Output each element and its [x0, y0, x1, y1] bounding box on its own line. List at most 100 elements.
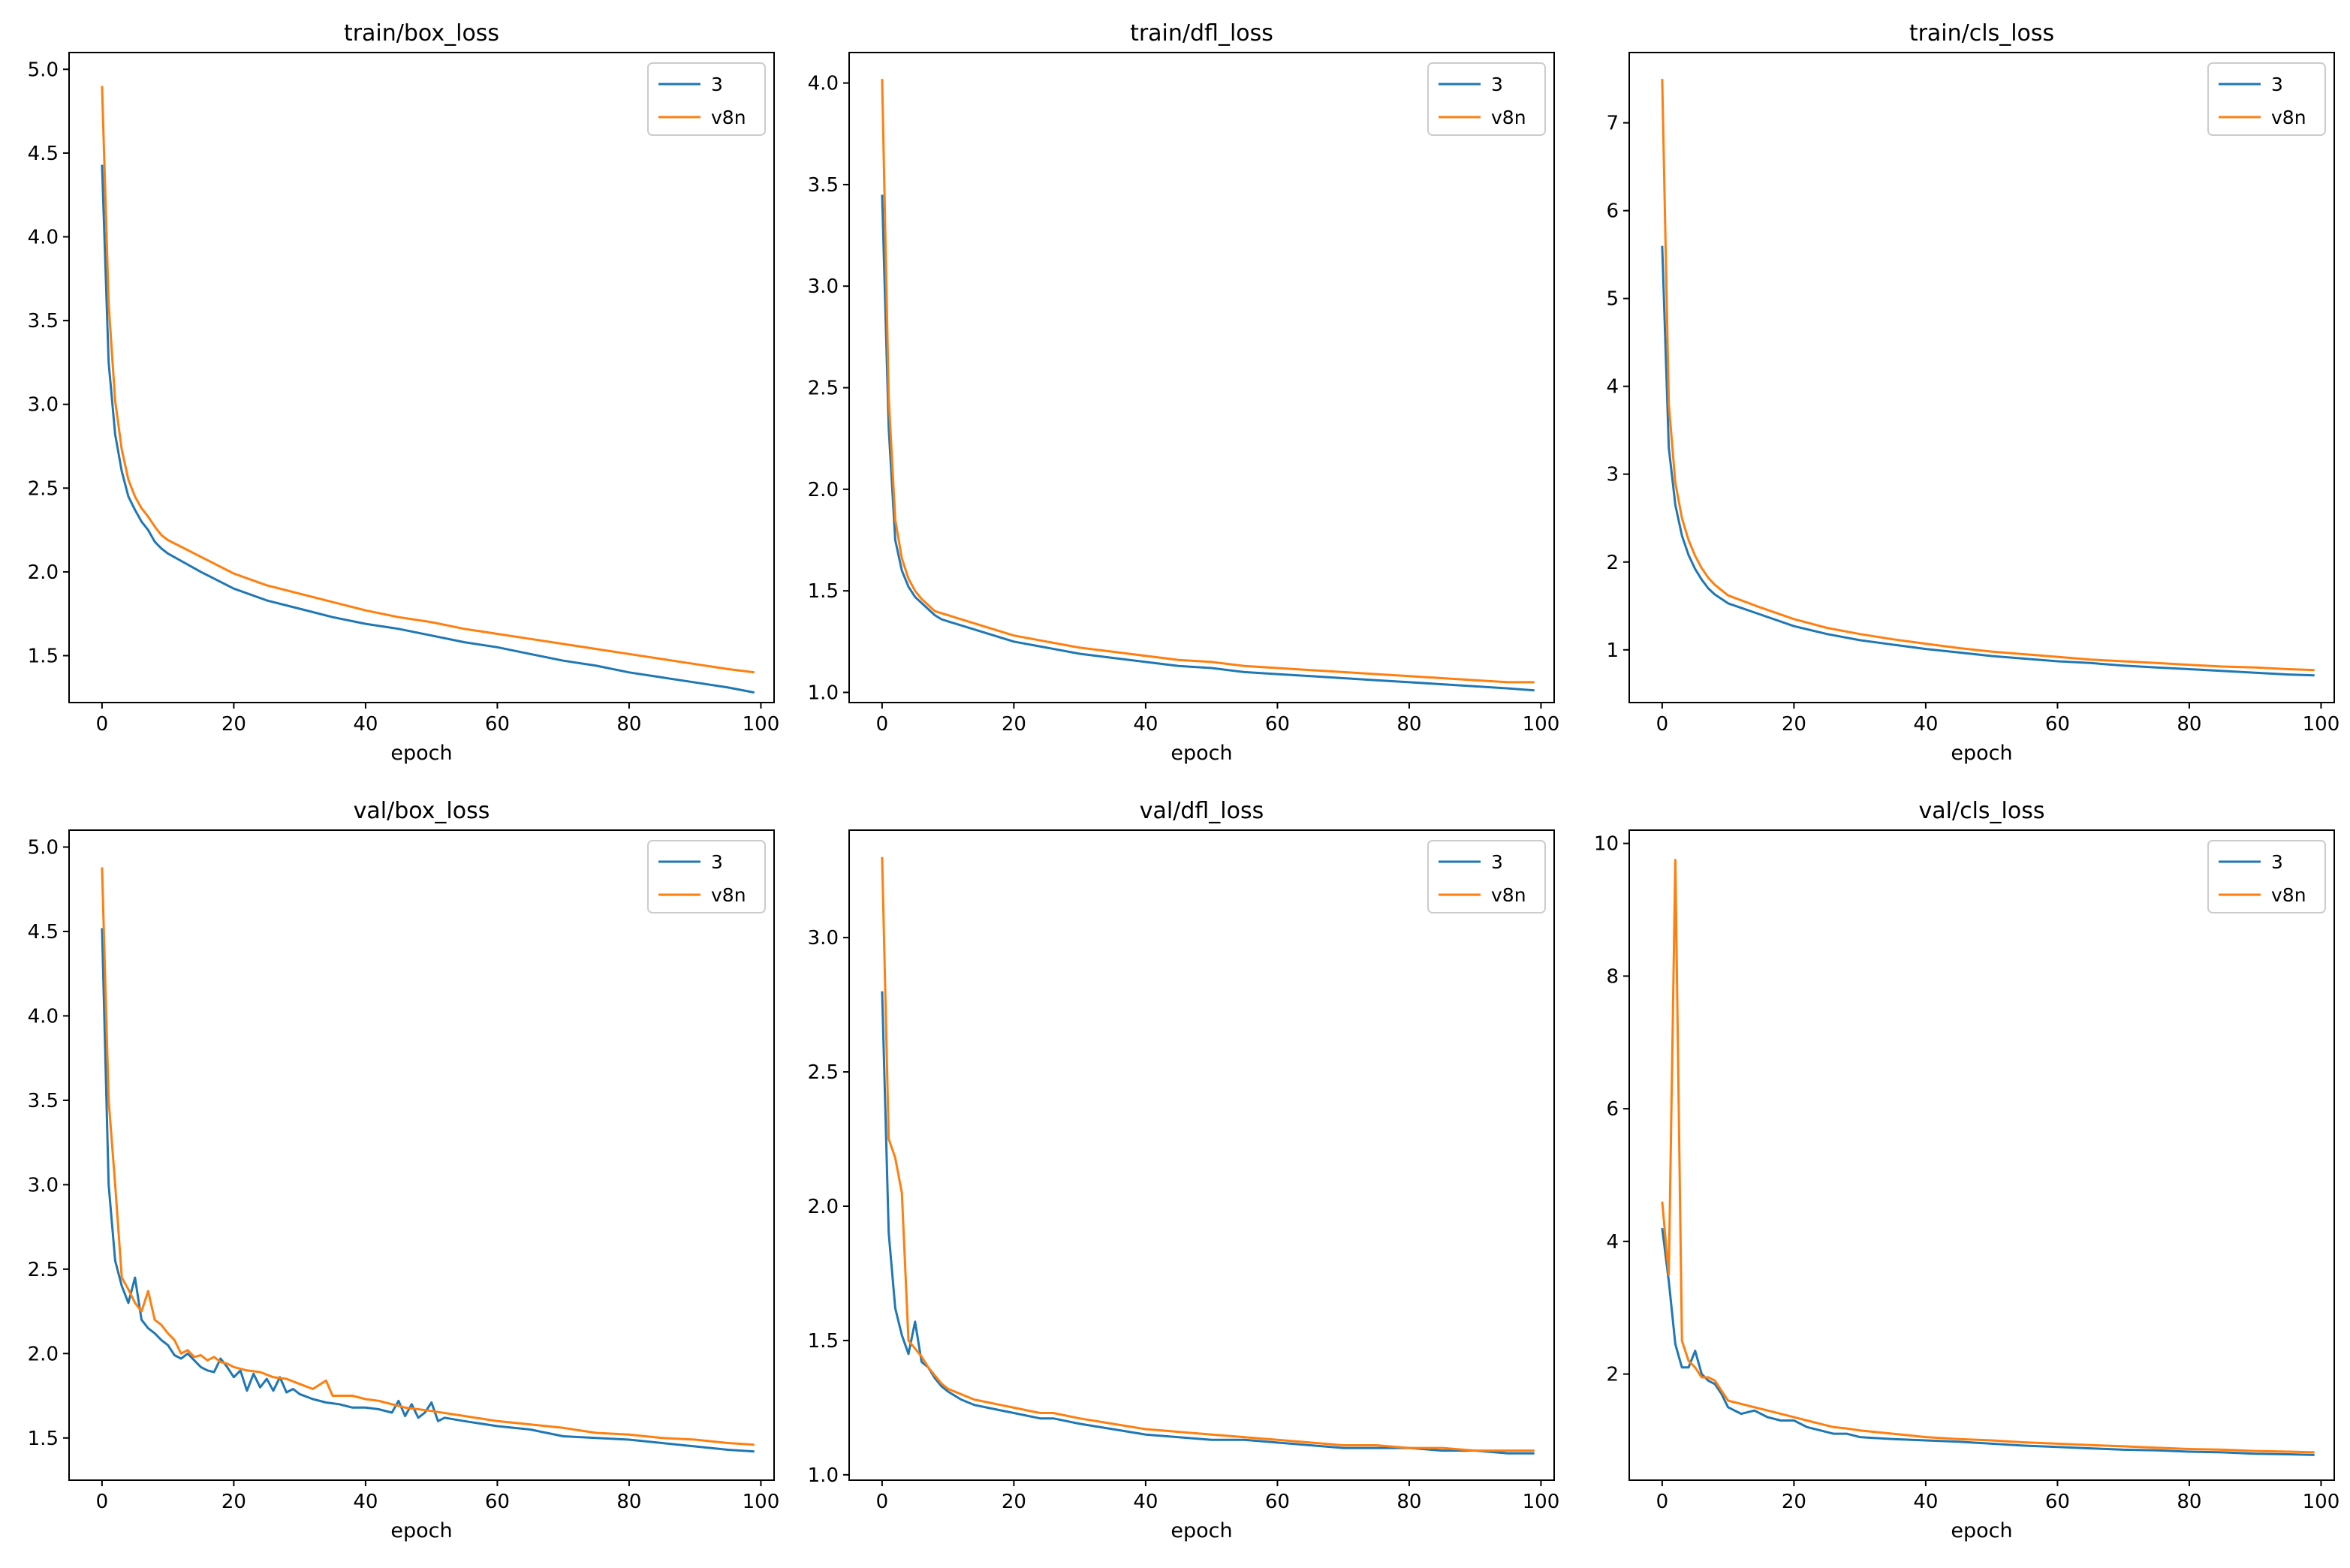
x-tick-label: 20 [221, 713, 246, 736]
subplot-train-box-loss: train/box_loss 0 20 40 60 80 100 1.5 2.0 2.5 3.0 3.… [28, 20, 780, 765]
y-tick-label: 3.0 [28, 1174, 59, 1196]
x-tick-label: 0 [1656, 1491, 1669, 1513]
x-tick-label: 0 [96, 713, 109, 736]
axes-frame [848, 52, 1555, 703]
x-axis-label: epoch [390, 1519, 452, 1542]
x-tick-label: 100 [1523, 713, 1560, 736]
x-tick-label: 60 [2045, 713, 2070, 736]
x-tick-label: 100 [2303, 1491, 2340, 1513]
legend-box [2207, 840, 2326, 913]
y-tick-label: 1.5 [808, 580, 839, 603]
series-line-v8n [881, 79, 1535, 684]
x-tick-label: 0 [876, 713, 889, 736]
y-tick-label: 8 [1606, 965, 1619, 988]
legend-box [1427, 840, 1546, 913]
subplot-title: train/cls_loss [1909, 20, 2054, 47]
legend-entry: 3 [1491, 74, 1503, 95]
y-tick-label: 6 [1606, 200, 1619, 223]
series-line-v8n [1661, 859, 2315, 1454]
legend-box [1427, 62, 1546, 136]
y-tick-label: 5.0 [28, 836, 59, 859]
subplot-val-dfl-loss: val/dfl_loss 0 20 40 60 80 100 1.0 1.5 2.0 2.5 3.0 e… [808, 798, 1560, 1542]
y-tick-label: 2.5 [28, 477, 59, 500]
subplot-val-cls-loss: val/cls_loss 0 20 40 60 80 100 2 4 6 8 10 epoch 3 v8n [1594, 798, 2339, 1542]
x-tick-label: 40 [353, 1491, 378, 1513]
y-tick-label: 4.5 [28, 921, 59, 944]
x-tick-label: 40 [1133, 713, 1158, 736]
legend-entry: 3 [711, 74, 723, 95]
y-tick-label: 1.5 [28, 646, 59, 668]
x-tick-label: 60 [2045, 1491, 2070, 1513]
legend-entry: v8n [711, 884, 746, 906]
series-line-v8n [1661, 79, 2315, 672]
y-tick-label: 2.5 [808, 378, 839, 400]
x-tick-label: 0 [96, 1491, 109, 1513]
legend-entry: v8n [2271, 884, 2306, 906]
y-tick-label: 1.5 [28, 1428, 59, 1450]
x-axis-label: epoch [1951, 742, 2012, 765]
x-tick-label: 60 [1265, 713, 1290, 736]
x-tick-label: 0 [1656, 713, 1669, 736]
subplot-train-cls-loss: train/cls_loss 0 20 40 60 80 100 1 2 3 4 5 6 7 epoch 3 v… [1606, 20, 2339, 765]
y-tick-label: 3.0 [808, 275, 839, 298]
x-tick-label: 80 [1396, 1491, 1421, 1513]
y-tick-label: 4.0 [808, 73, 839, 95]
legend-entry: v8n [2271, 107, 2306, 128]
series-line-3 [101, 928, 755, 1453]
axes-frame [1628, 829, 2335, 1481]
y-tick-label: 7 [1606, 113, 1619, 135]
x-tick-label: 80 [616, 1491, 641, 1513]
y-tick-label: 4 [1606, 1231, 1619, 1253]
series-line-v8n [101, 867, 755, 1446]
y-tick-label: 4.5 [28, 143, 59, 165]
legend: 3 v8n [647, 840, 766, 913]
legend-entry: v8n [1491, 107, 1526, 128]
y-tick-label: 4 [1606, 376, 1619, 399]
legend: 3 v8n [647, 62, 766, 136]
x-tick-label: 40 [353, 713, 378, 736]
y-tick-label: 2.0 [28, 561, 59, 584]
series-line-3 [881, 194, 1535, 692]
x-axis-label: epoch [1170, 742, 1232, 765]
y-tick-label: 2 [1606, 1364, 1619, 1386]
axes-frame [68, 829, 775, 1481]
x-tick-label: 60 [485, 713, 510, 736]
y-tick-label: 3.0 [808, 927, 839, 950]
x-tick-label: 80 [2177, 713, 2201, 736]
x-tick-label: 20 [1002, 713, 1026, 736]
x-tick-label: 60 [485, 1491, 510, 1513]
y-tick-label: 3.0 [28, 394, 59, 417]
series-line-v8n [881, 856, 1535, 1452]
x-tick-label: 60 [1265, 1491, 1290, 1513]
legend: 3 v8n [1427, 840, 1546, 913]
legend: 3 v8n [2207, 62, 2326, 136]
subplot-title: train/box_loss [344, 20, 499, 47]
y-tick-label: 10 [1594, 833, 1619, 856]
series-line-3 [1661, 1228, 2315, 1456]
x-tick-label: 80 [1396, 713, 1421, 736]
x-axis-label: epoch [1170, 1519, 1232, 1542]
series-line-3 [1661, 245, 2315, 677]
y-tick-label: 3 [1606, 464, 1619, 486]
axes-frame [848, 829, 1555, 1481]
x-tick-label: 40 [1913, 713, 1938, 736]
y-tick-label: 1.5 [808, 1330, 839, 1353]
x-tick-label: 100 [743, 713, 780, 736]
legend-entry: 3 [1491, 851, 1503, 873]
x-axis-label: epoch [390, 742, 452, 765]
subplot-val-box-loss: val/box_loss 0 20 40 60 80 100 1.5 2.0 2.5 3.0 3.5 4… [28, 798, 780, 1542]
x-tick-label: 20 [1002, 1491, 1026, 1513]
y-tick-label: 2.5 [808, 1061, 839, 1084]
y-tick-label: 3.5 [808, 174, 839, 197]
y-tick-label: 5 [1606, 288, 1619, 311]
legend: 3 v8n [1427, 62, 1546, 136]
legend-box [647, 840, 766, 913]
y-tick-label: 4.0 [28, 227, 59, 249]
x-tick-label: 100 [1523, 1491, 1560, 1513]
y-tick-label: 4.0 [28, 1005, 59, 1028]
subplot-title: val/dfl_loss [1140, 798, 1264, 824]
legend-entry: 3 [711, 851, 723, 873]
legend-entry: 3 [2271, 74, 2283, 95]
